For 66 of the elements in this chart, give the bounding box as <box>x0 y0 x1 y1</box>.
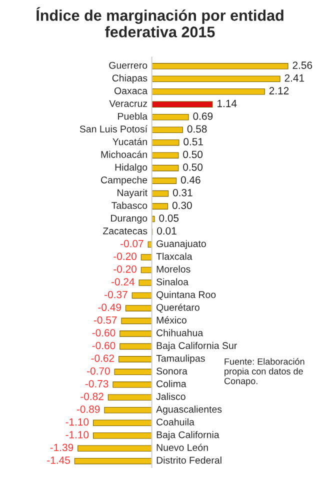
data-label: -1.39 <box>50 444 74 452</box>
y-tick-label: Baja California Sur <box>156 342 237 351</box>
y-tick-label: San Luis Potosí <box>80 125 148 132</box>
y-tick-label: Sinaloa <box>156 278 189 286</box>
data-label: -0.37 <box>104 290 128 298</box>
data-label: -0.89 <box>76 406 100 413</box>
data-label: 0.31 <box>172 188 192 196</box>
y-tick-label: Morelos <box>156 265 190 273</box>
y-tick-label: Sonora <box>156 368 188 375</box>
y-tick-label: Coahuila <box>156 418 194 426</box>
y-tick-label: Chihuahua <box>156 329 204 336</box>
y-tick-label: Quintana Roo <box>156 290 216 300</box>
y-tick-label: Puebla <box>118 112 148 120</box>
data-label: -0.73 <box>85 380 108 388</box>
data-label: 0.69 <box>193 112 213 120</box>
y-tick-label: Distrito Federal <box>156 456 222 464</box>
y-tick-label: Tamaulipas <box>156 354 205 364</box>
y-tick-label: Guerrero <box>109 62 148 69</box>
data-label: -0.60 <box>92 329 116 336</box>
data-label: 2.56 <box>292 62 312 69</box>
y-tick-label: Querétaro <box>156 304 200 313</box>
data-label: 0.46 <box>180 176 200 184</box>
data-label: 0.05 <box>159 214 179 222</box>
data-label: 2.41 <box>284 74 304 82</box>
y-tick-label: Oaxaca <box>114 87 148 94</box>
data-label: -0.20 <box>114 265 136 273</box>
data-label: -0.49 <box>98 304 121 312</box>
y-tick-label: Baja California <box>156 431 220 440</box>
data-label: -1.10 <box>66 431 89 438</box>
chart-title: Índice de marginación por entidad federativa 2015 <box>36 7 284 38</box>
data-label: -0.62 <box>91 354 114 362</box>
data-label: 0.50 <box>183 150 203 158</box>
data-label: -0.24 <box>111 278 134 286</box>
data-label: 0.30 <box>172 202 192 210</box>
y-tick-label: Yucatán <box>112 138 147 146</box>
y-tick-label: Durango <box>111 214 148 224</box>
y-tick-label: Veracruz <box>109 100 148 107</box>
data-label: -0.70 <box>87 367 110 375</box>
data-label: 0.51 <box>184 138 203 146</box>
y-tick-label: Jalisco <box>156 392 186 400</box>
y-tick-label: México <box>156 316 186 324</box>
data-label: 2.12 <box>269 87 289 94</box>
data-label: -0.20 <box>114 252 136 260</box>
data-label: 0.01 <box>157 227 176 235</box>
data-label: 0.50 <box>183 163 203 171</box>
y-tick-label: Chiapas <box>112 74 148 84</box>
data-label: -0.07 <box>120 240 144 248</box>
data-label: 1.14 <box>218 100 237 108</box>
y-tick-label: Nuevo León <box>156 444 208 451</box>
data-label: -0.57 <box>94 316 117 324</box>
y-tick-label: Tabasco <box>112 202 148 209</box>
y-tick-label: Colima <box>156 380 186 388</box>
y-tick-label: Aguascalientes <box>156 406 222 415</box>
annotation: Fuente: Elaboración propia con datos de Conapo. <box>224 358 304 386</box>
data-label: -0.60 <box>92 342 116 350</box>
y-tick-label: Zacatecas <box>103 228 148 234</box>
y-tick-label: Tlaxcala <box>156 252 192 260</box>
y-tick-label: Michoacán <box>101 150 147 158</box>
y-tick-label: Hidalgo <box>115 164 148 173</box>
data-label: 0.58 <box>187 125 207 133</box>
y-tick-label: Nayarit <box>118 189 148 198</box>
y-tick-label: Campeche <box>101 176 148 186</box>
data-label: -0.82 <box>80 392 104 400</box>
data-label: -1.10 <box>66 418 89 426</box>
data-label: -1.45 <box>47 456 70 464</box>
y-tick-label: Guanajuato <box>156 240 206 250</box>
